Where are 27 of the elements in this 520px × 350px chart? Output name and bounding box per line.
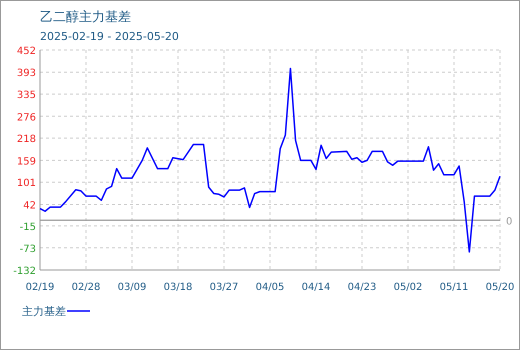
legend-label: 主力基差 (22, 305, 66, 318)
y-tick-label: 42 (23, 200, 36, 212)
x-tick-label: 05/20 (486, 282, 514, 293)
x-tick-label: 04/23 (348, 282, 376, 293)
y-tick-label: -15 (20, 222, 36, 233)
y-tick-label: 393 (16, 68, 36, 80)
ref-line-label: 0 (506, 216, 512, 228)
x-tick-label: 03/09 (118, 282, 146, 293)
line-series (39, 68, 501, 253)
x-tick-label: 04/05 (256, 282, 284, 293)
x-tick-label: 05/02 (394, 282, 422, 293)
x-tick-label: 02/28 (72, 282, 100, 293)
y-tick-label: -132 (13, 266, 36, 277)
y-tick-label: -73 (20, 244, 36, 255)
x-tick-label: 02/19 (26, 282, 54, 293)
y-tick-label: 276 (16, 112, 36, 124)
y-tick-label: 101 (16, 178, 36, 190)
x-tick-label: 03/18 (164, 282, 192, 293)
x-tick-label: 05/11 (440, 282, 468, 293)
y-tick-label: 452 (16, 46, 36, 57)
chart-subtitle: 2025-02-19 - 2025-05-20 (40, 30, 179, 43)
x-tick-label: 04/14 (302, 282, 330, 293)
y-tick-label: 218 (16, 134, 36, 146)
y-tick-label: 159 (16, 156, 36, 168)
x-tick-label: 03/27 (210, 282, 238, 293)
chart-title: 乙二醇主力基差 (40, 9, 131, 25)
y-tick-label: 335 (16, 90, 36, 102)
